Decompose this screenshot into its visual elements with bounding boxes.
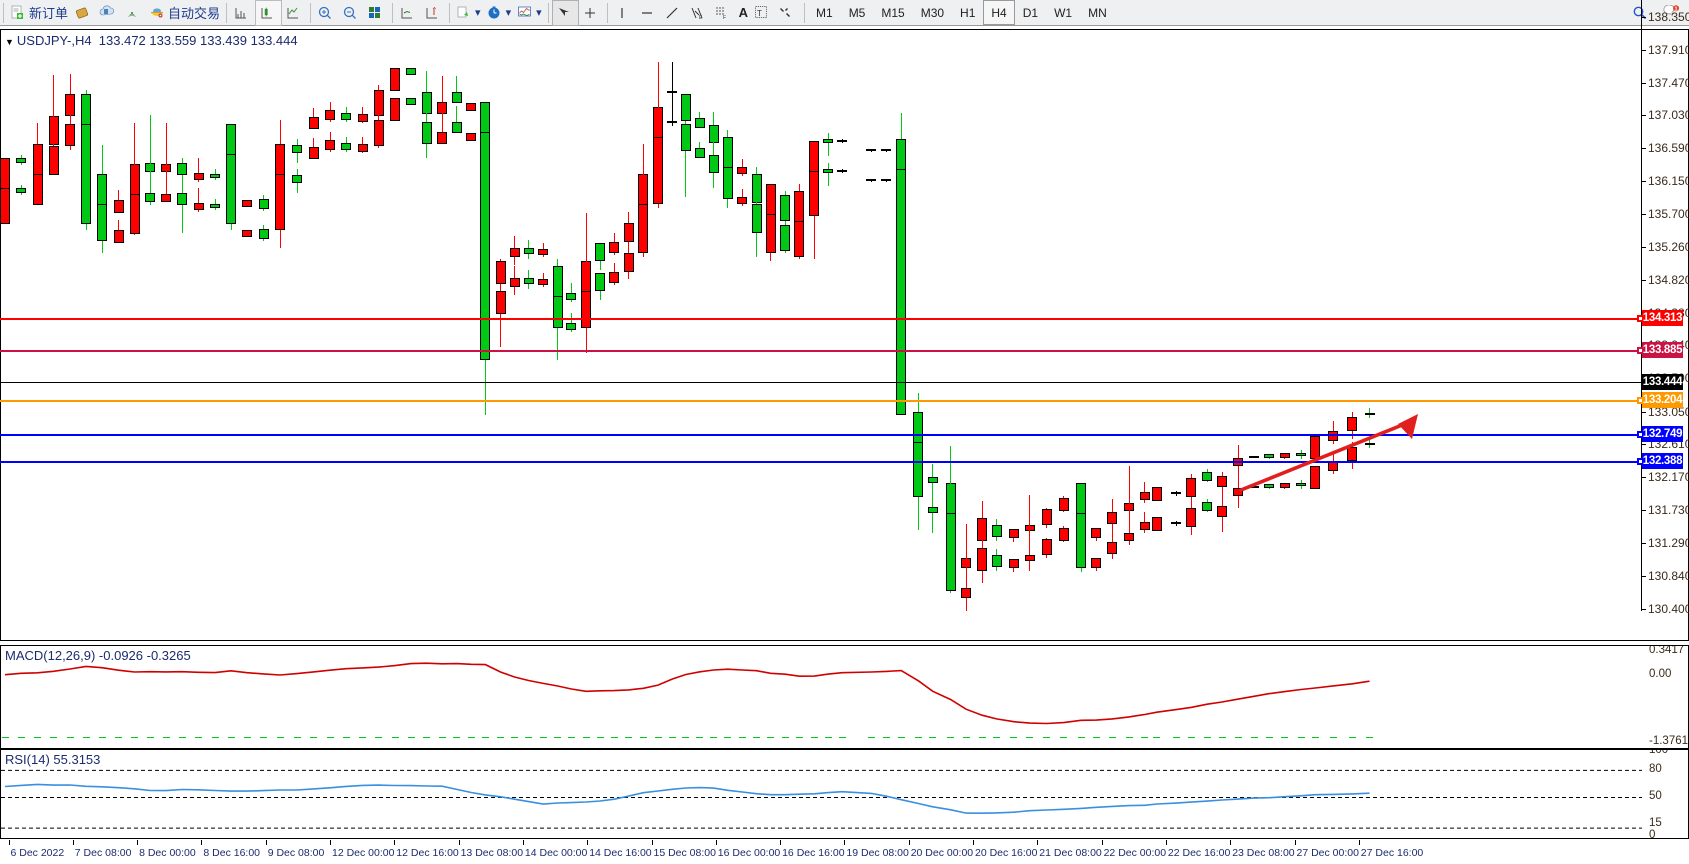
svg-text:F: F — [723, 15, 726, 21]
svg-text:T: T — [757, 9, 762, 18]
svg-text:E: E — [699, 15, 703, 21]
